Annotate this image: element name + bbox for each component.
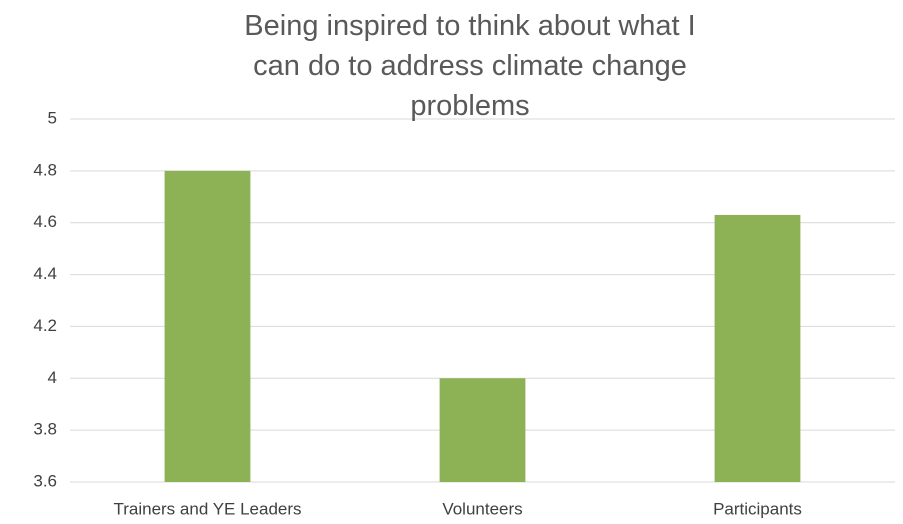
y-tick-label: 4.4 <box>33 264 57 283</box>
y-tick-label: 3.6 <box>33 471 57 490</box>
y-tick-label: 4.6 <box>33 212 57 231</box>
y-tick-label: 4.2 <box>33 316 57 335</box>
bar <box>164 170 251 482</box>
y-tick-label: 5 <box>48 108 57 127</box>
bar <box>714 214 801 482</box>
x-tick-label: Volunteers <box>442 499 522 518</box>
y-tick-label: 3.8 <box>33 420 57 439</box>
x-tick-label: Trainers and YE Leaders <box>113 499 301 518</box>
y-tick-label: 4.8 <box>33 160 57 179</box>
y-tick-label: 4 <box>48 368 57 387</box>
x-tick-label: Participants <box>713 499 802 518</box>
chart-title: Being inspired to think about what I can… <box>244 10 696 122</box>
bar <box>439 378 526 482</box>
